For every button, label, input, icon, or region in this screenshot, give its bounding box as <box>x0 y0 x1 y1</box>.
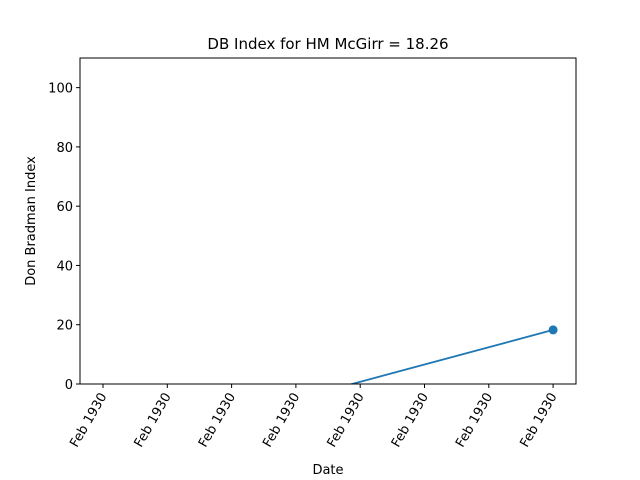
x-tick-label: Feb 1930 <box>517 391 560 451</box>
y-tick-label: 20 <box>56 319 73 334</box>
y-tick-label: 0 <box>65 378 73 393</box>
y-axis-label: Don Bradman Index <box>24 156 39 286</box>
y-tick-label: 60 <box>56 200 73 215</box>
x-tick-label: Feb 1930 <box>453 391 496 451</box>
x-tick-label: Feb 1930 <box>196 391 239 451</box>
y-axis: 0 20 40 60 80 100 <box>48 82 80 393</box>
series-line <box>348 329 554 384</box>
plot-frame <box>79 57 577 385</box>
plot-area <box>79 57 577 385</box>
y-tick-label: 40 <box>56 259 73 274</box>
y-tick-label: 80 <box>56 141 73 156</box>
data-point <box>548 325 558 335</box>
x-tick-label: Feb 1930 <box>67 391 110 451</box>
x-tick-label: Feb 1930 <box>260 391 303 451</box>
y-tick-label: 100 <box>48 82 73 97</box>
series-layer <box>348 325 558 384</box>
x-tick-label: Feb 1930 <box>325 391 368 451</box>
x-axis: Feb 1930 Feb 1930 Feb 1930 Feb 1930 Feb 1930… <box>67 384 561 451</box>
chart-title: DB Index for HM McGirr = 18.26 <box>207 35 448 53</box>
x-tick-label: Feb 1930 <box>389 391 432 451</box>
x-tick-label: Feb 1930 <box>132 391 175 451</box>
x-axis-label: Date <box>312 463 343 478</box>
